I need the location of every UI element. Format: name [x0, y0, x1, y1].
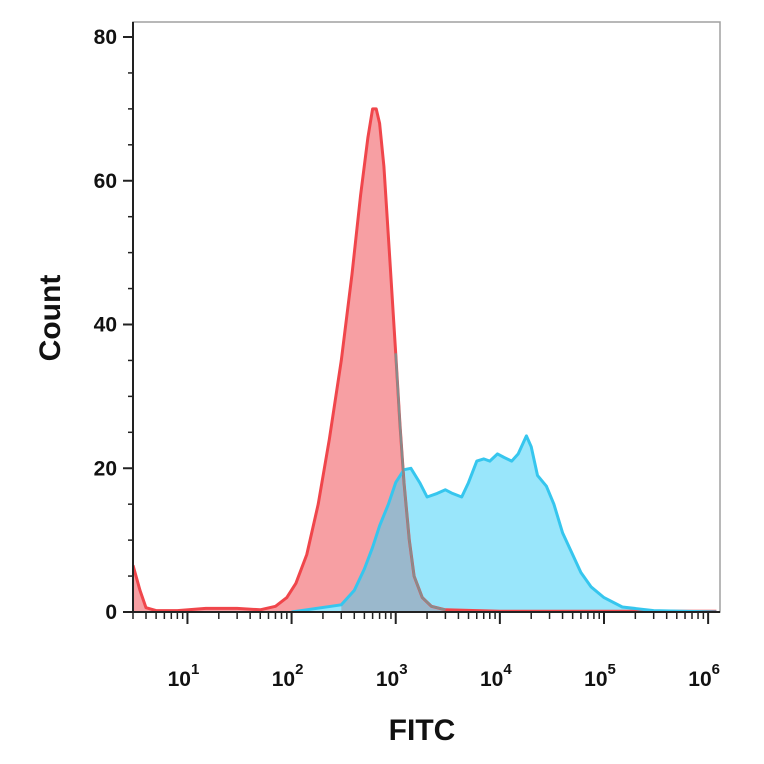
overlap-area [341, 473, 444, 612]
x-tick-label: 101 [168, 661, 200, 691]
x-axis-title: FITC [389, 714, 456, 747]
y-axis-title: Count [34, 275, 67, 362]
x-tick-label: 102 [272, 661, 304, 691]
y-tick-label: 80 [94, 26, 117, 49]
overlap-edge [394, 353, 446, 612]
x-tick-label: 104 [480, 661, 512, 691]
x-tick-label: 105 [584, 661, 616, 691]
y-axis-ticks: 0 20 40 60 80 [94, 26, 133, 624]
y-tick-label: 60 [94, 170, 117, 193]
y-tick-label: 0 [105, 601, 117, 624]
x-tick-label: 103 [376, 661, 408, 691]
plot-area [133, 107, 717, 612]
x-axis-ticks: 101 102 103 104 105 106 [132, 612, 720, 691]
y-tick-label: 40 [94, 314, 117, 337]
x-tick-label: 106 [688, 661, 720, 691]
series-1-line [291, 434, 717, 612]
y-tick-label: 20 [94, 457, 117, 480]
